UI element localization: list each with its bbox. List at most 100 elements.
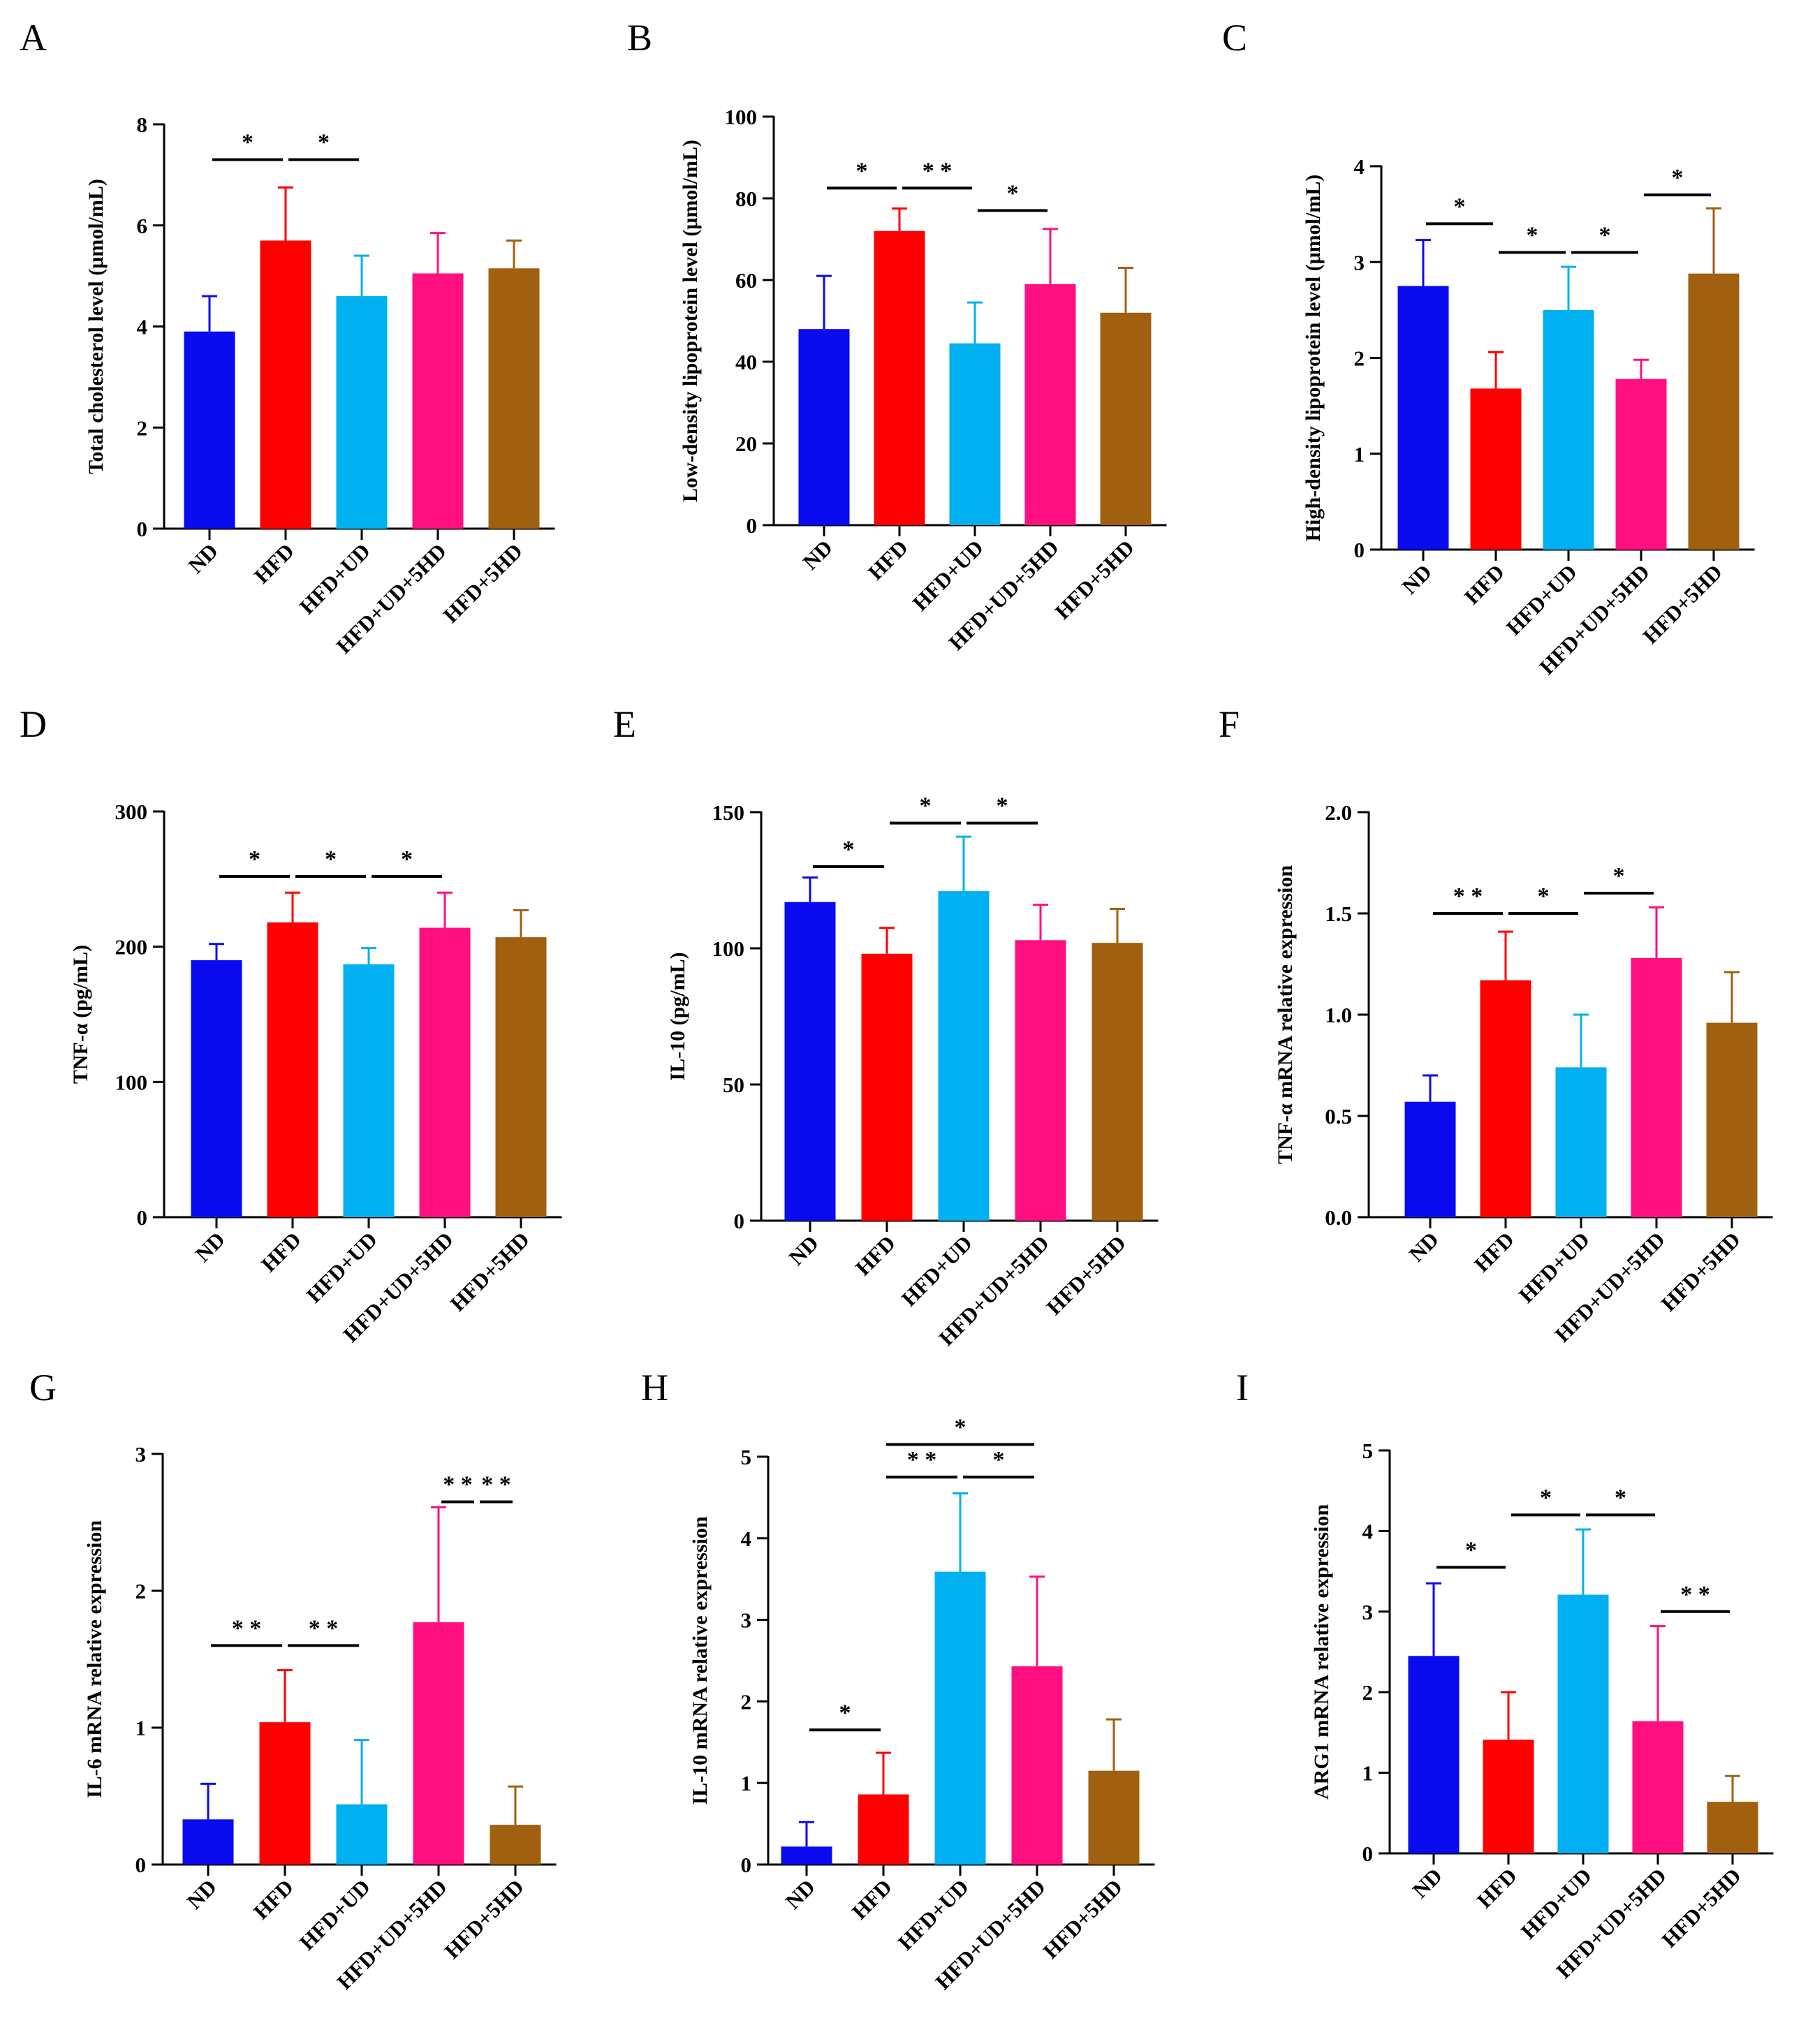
x-tick-label: HFD+5HD [1638,559,1727,648]
bar-hfd-ud-5hd [1024,284,1076,525]
y-tick-label: 150 [712,800,745,825]
y-tick-label: 3 [135,1442,147,1466]
y-tick-label: 0.5 [1325,1104,1352,1128]
x-tick-label: HFD [249,538,299,588]
significance-label: * [1007,181,1019,207]
y-tick-label: 6 [137,214,148,238]
y-axis-label: Total cholesterol level (μmol/mL) [84,179,108,474]
y-tick-label: 4 [741,1527,752,1551]
significance-label: * [997,793,1008,819]
y-tick-label: 40 [735,350,757,374]
x-tick-label: HFD+5HD [1042,1230,1131,1319]
y-tick-label: 2.0 [1325,800,1352,825]
y-tick-label: 5 [1362,1439,1374,1463]
significance-label: * [1527,223,1538,249]
significance-label: * [1465,1537,1477,1563]
bar-hfd-ud-5hd [1631,957,1682,1217]
y-tick-label: 60 [735,268,757,293]
x-tick-label: ND [1397,559,1436,598]
bar-hfd [260,240,311,529]
bar-hfd-5hd [1100,312,1152,525]
significance-label: * [325,846,337,872]
y-tick-label: 100 [725,105,758,129]
y-tick-label: 1 [741,1771,752,1795]
y-axis-label: IL-10 (pg/mL) [666,952,689,1080]
y-tick-label: 3 [741,1608,752,1633]
panel-letter: I [1236,1367,1249,1409]
significance-label: * [318,130,330,156]
bar-hfd-ud-5hd [1632,1721,1684,1853]
significance-label: * [1672,165,1684,191]
y-tick-label: 20 [735,432,757,456]
x-tick-label: HFD+5HD [440,1874,529,1963]
bar-hfd-ud [336,1804,388,1865]
panel-h: H 0 1 2 3 4 5 IL-10 mRNA relative expression ND H… [641,1367,1155,1994]
x-tick-label: HFD+UD [897,1230,977,1311]
y-axis-label: IL-10 mRNA relative expression [689,1516,712,1804]
panel-b: B 0 20 40 60 80 100 Low-density lipoprotein lev… [627,17,1167,655]
bar-hfd-ud [1555,1067,1607,1217]
y-tick-label: 1.5 [1325,902,1352,926]
panel-f: F 0.0 0.5 1.0 1.5 2.0 TNF-α mRNA relative expr… [1219,703,1773,1347]
panel-letter: F [1219,703,1240,745]
significance-label: * [1454,193,1466,219]
y-tick-label: 2 [1354,346,1365,371]
significance-label: * [1615,1485,1626,1510]
panel-letter: A [20,17,47,59]
significance-label: * * [443,1472,473,1498]
bar-nd [1404,1101,1456,1217]
y-tick-label: 1 [1362,1761,1374,1786]
y-axis-label: High-density lipoprotein level (μmol/mL) [1302,175,1325,542]
y-tick-label: 2 [137,416,148,440]
bar-hfd-5hd [1707,1802,1758,1853]
x-tick-label: HFD [851,1230,900,1280]
bar-hfd-ud-5hd [1011,1666,1063,1865]
bar-hfd-ud [1543,309,1594,550]
bar-hfd-ud [949,343,1001,525]
y-tick-label: 0 [741,1853,752,1877]
significance-label: * * [232,1615,262,1641]
x-tick-label: HFD [1472,1863,1522,1913]
significance-label: * * [309,1615,339,1641]
bar-hfd [874,230,925,525]
significance-label: * * [907,1447,937,1473]
bar-hfd-ud-5hd [1015,940,1066,1221]
x-tick-label: HFD+5HD [1050,535,1139,624]
significance-label: * [242,130,253,156]
y-tick-label: 4 [1362,1519,1374,1543]
bar-hfd-5hd [1688,273,1740,550]
bar-hfd-5hd [1088,1770,1140,1865]
bar-hfd-ud [343,964,395,1217]
bar-hfd-ud [938,891,990,1221]
y-tick-label: 0 [137,1205,148,1230]
y-axis-label: ARG1 mRNA relative expression [1310,1504,1333,1800]
bar-hfd-ud-5hd [1615,378,1667,550]
x-tick-label: HFD+5HD [1657,1863,1746,1952]
y-tick-label: 0 [734,1209,745,1233]
x-tick-label: HFD+UD [302,1227,382,1307]
x-tick-label: HFD+UD [295,1874,375,1955]
y-axis-label: TNF-α mRNA relative expression [1274,865,1297,1164]
y-tick-label: 1 [135,1716,147,1740]
bar-hfd-ud [934,1571,986,1865]
significance-label: * [1599,223,1611,249]
x-tick-label: HFD+UD [908,535,988,615]
significance-label: * [993,1447,1005,1473]
x-tick-label: ND [184,538,223,578]
panel-i: I 0 1 2 3 4 5 ARG1 mRNA relative expression ND HF… [1236,1367,1774,1983]
y-tick-label: 1 [1354,442,1365,466]
y-tick-label: 3 [1354,250,1365,274]
y-tick-label: 2 [1362,1680,1374,1705]
y-tick-label: 4 [137,315,148,339]
bar-nd [191,960,242,1217]
y-tick-label: 100 [712,936,745,961]
bar-hfd-5hd [1706,1022,1758,1217]
significance-label: * [839,1700,851,1726]
bar-hfd-5hd [490,1825,541,1865]
x-tick-label: HFD+5HD [439,538,527,627]
bar-hfd [861,953,913,1221]
bar-hfd [1483,1740,1534,1853]
